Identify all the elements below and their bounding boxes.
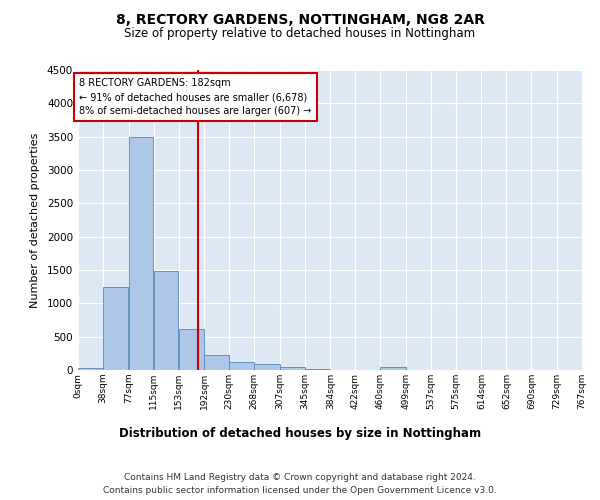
Bar <box>229 362 254 370</box>
Bar <box>254 364 280 370</box>
Bar <box>280 368 305 370</box>
Text: Contains HM Land Registry data © Crown copyright and database right 2024.: Contains HM Land Registry data © Crown c… <box>124 472 476 482</box>
Bar <box>103 286 128 370</box>
Text: Distribution of detached houses by size in Nottingham: Distribution of detached houses by size … <box>119 428 481 440</box>
Bar <box>380 368 406 370</box>
Y-axis label: Number of detached properties: Number of detached properties <box>30 132 40 308</box>
Bar <box>154 272 178 370</box>
Bar <box>129 136 154 370</box>
Text: 8 RECTORY GARDENS: 182sqm
← 91% of detached houses are smaller (6,678)
8% of sem: 8 RECTORY GARDENS: 182sqm ← 91% of detac… <box>79 78 311 116</box>
Text: Contains public sector information licensed under the Open Government Licence v3: Contains public sector information licen… <box>103 486 497 495</box>
Text: Size of property relative to detached houses in Nottingham: Size of property relative to detached ho… <box>124 28 476 40</box>
Bar <box>78 368 103 370</box>
Text: 8, RECTORY GARDENS, NOTTINGHAM, NG8 2AR: 8, RECTORY GARDENS, NOTTINGHAM, NG8 2AR <box>116 12 484 26</box>
Bar <box>179 328 204 370</box>
Bar <box>205 354 229 370</box>
